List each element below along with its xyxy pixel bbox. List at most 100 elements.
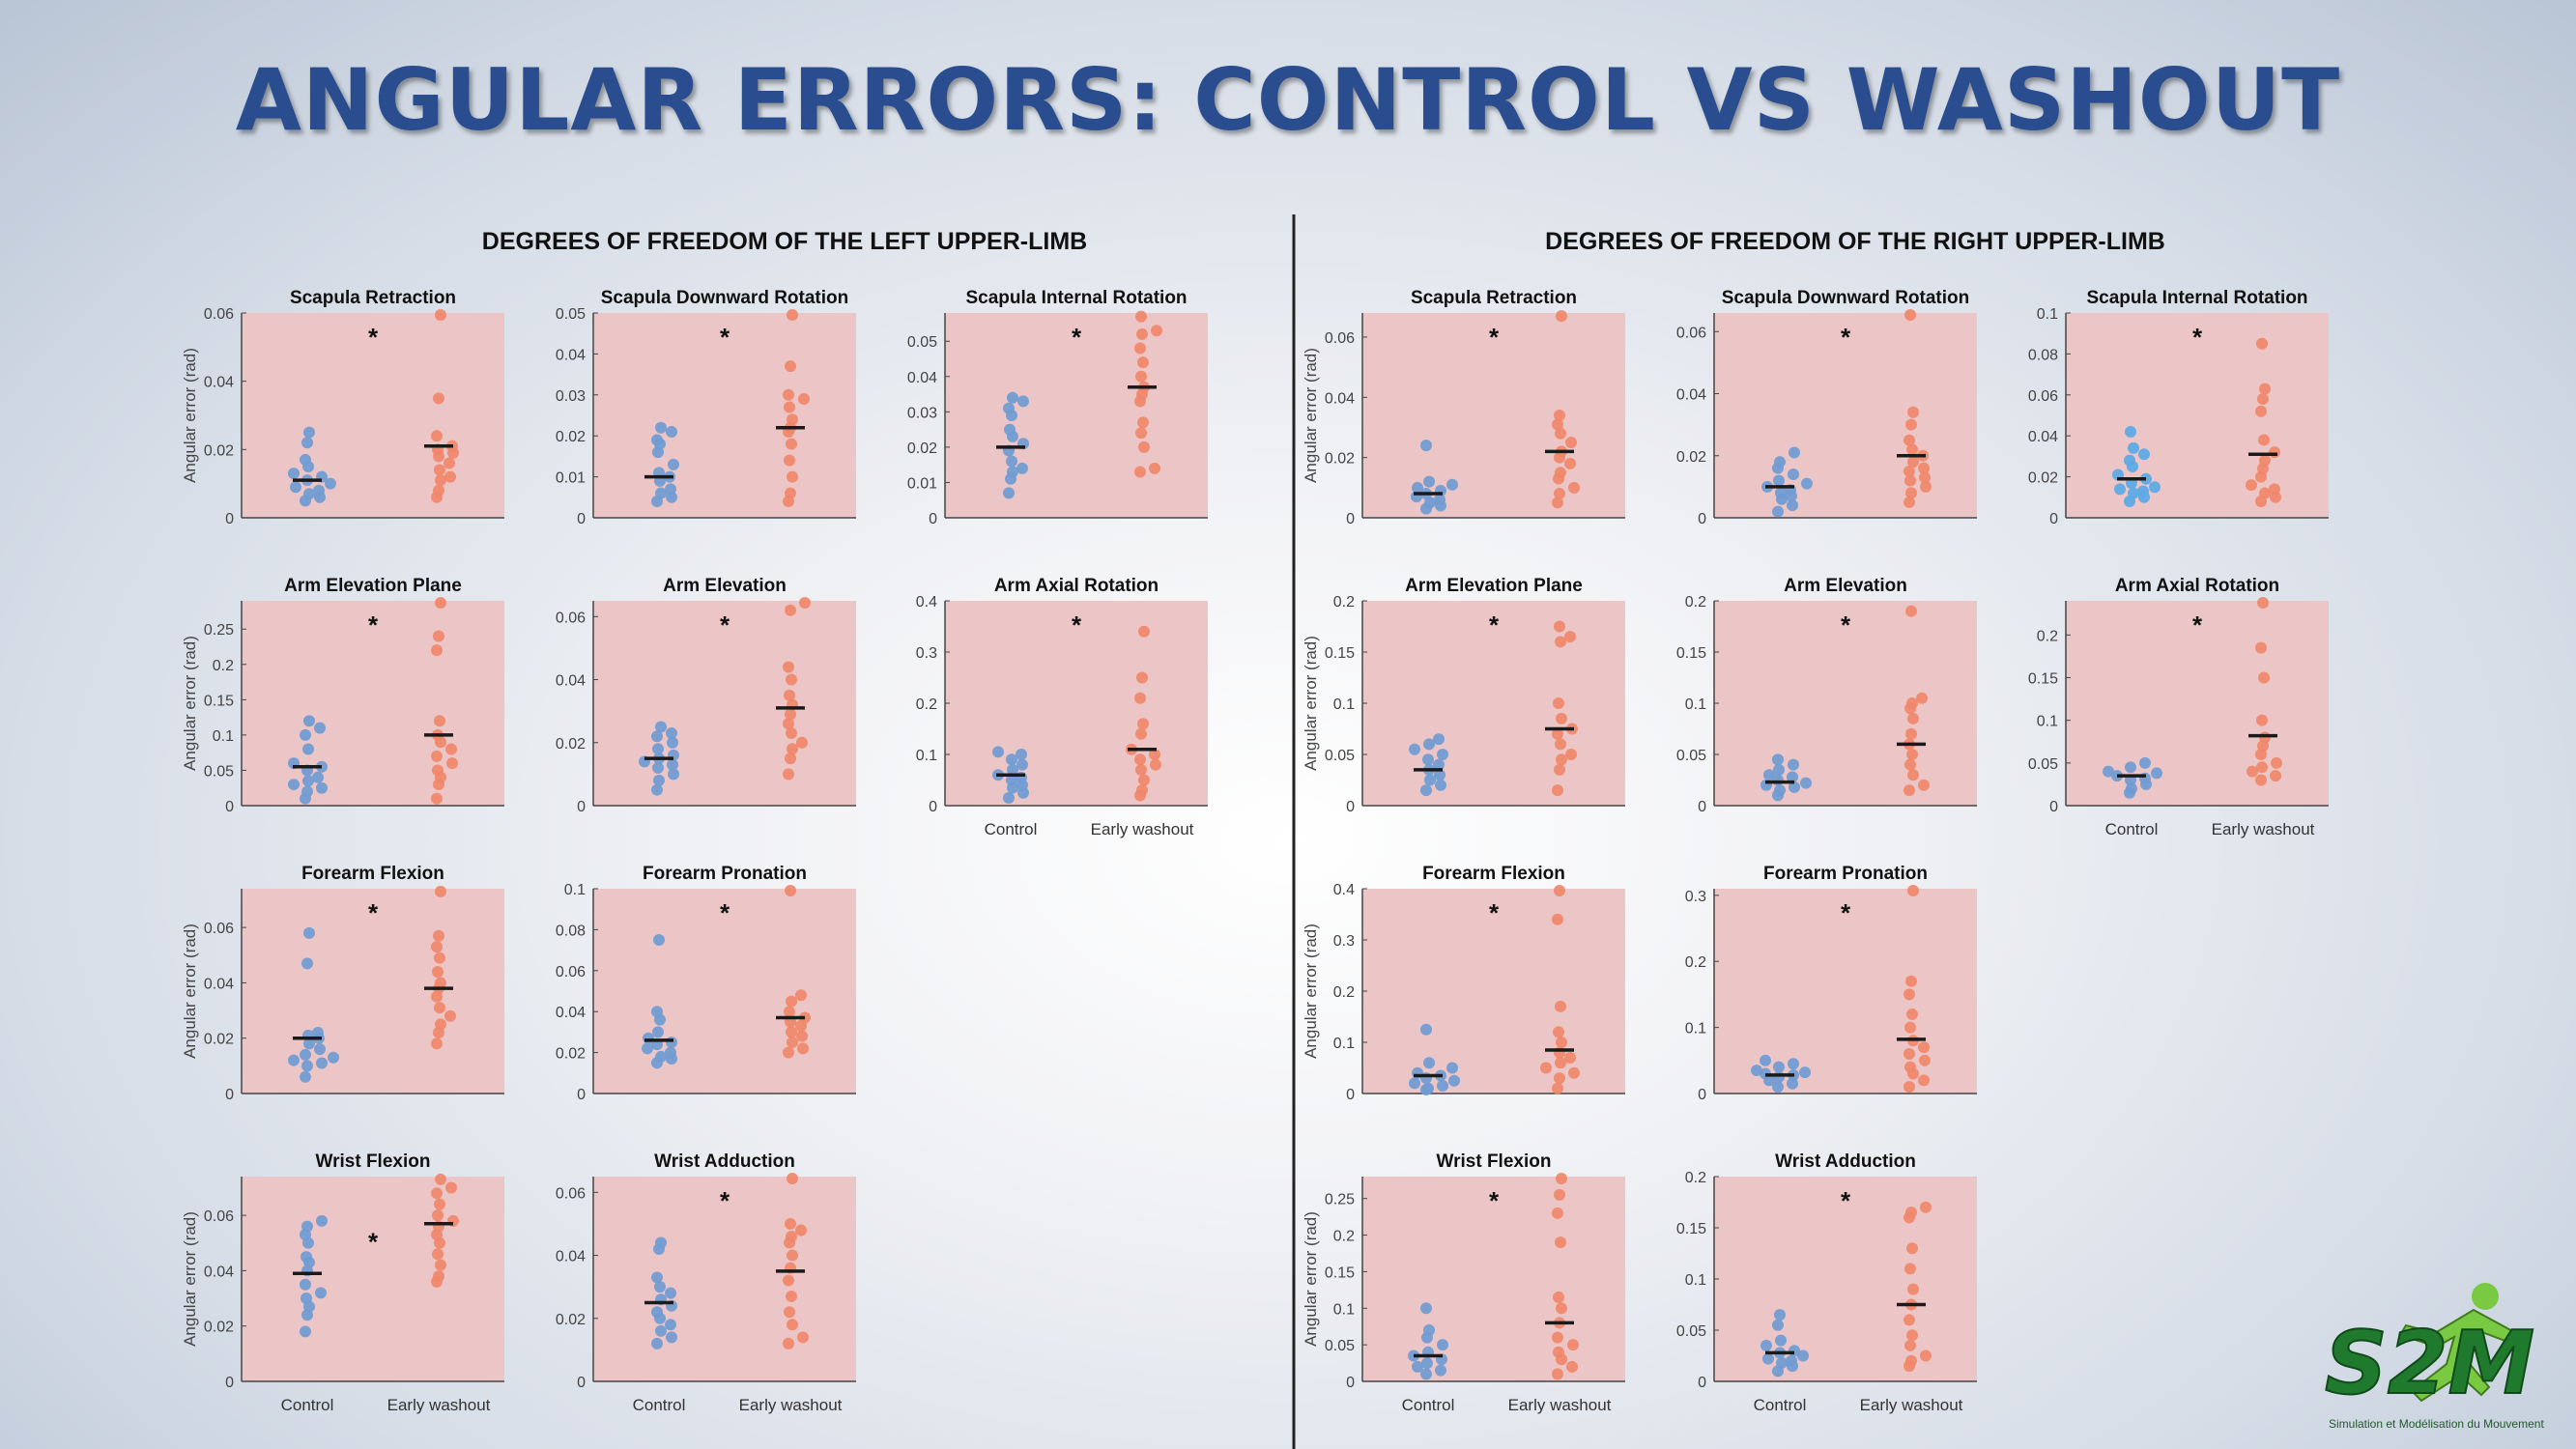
- washout-point: [1134, 753, 1146, 766]
- y-tick-label: 0.05: [1325, 1338, 1355, 1354]
- panel-background: [593, 1177, 856, 1381]
- panel-title: Arm Axial Rotation: [2115, 576, 2279, 596]
- control-point: [2114, 483, 2126, 496]
- control-point: [1762, 1352, 1774, 1365]
- control-point: [290, 481, 301, 494]
- panel-background: [1362, 1177, 1625, 1381]
- significance-star: *: [1841, 611, 1851, 639]
- washout-point: [1920, 1201, 1932, 1213]
- y-tick-label: 0.04: [2028, 429, 2058, 445]
- washout-point: [1907, 885, 1919, 896]
- panel-right-8: Forearm Pronation 0 0.1 0.2 0.3 *: [1685, 864, 1977, 1103]
- control-point: [1774, 456, 1786, 469]
- y-tick-label: 0.08: [2028, 347, 2058, 363]
- y-tick-label: 0.05: [1676, 748, 1706, 764]
- control-point: [1773, 1061, 1785, 1073]
- control-point: [1017, 395, 1029, 408]
- washout-point: [1552, 418, 1563, 431]
- washout-point: [1553, 697, 1564, 709]
- control-point: [301, 957, 313, 970]
- control-point: [1801, 477, 1813, 490]
- control-point: [1774, 784, 1786, 797]
- significance-star: *: [1489, 898, 1500, 927]
- washout-point: [431, 750, 443, 762]
- washout-point: [1137, 356, 1149, 369]
- control-point: [1437, 749, 1448, 760]
- washout-point: [1552, 1331, 1563, 1344]
- washout-point: [434, 715, 445, 727]
- control-point: [301, 1060, 313, 1072]
- washout-point: [785, 1217, 796, 1230]
- y-tick-label: 0: [2049, 511, 2058, 527]
- control-point: [654, 1281, 666, 1293]
- y-tick-label: 0.1: [1685, 696, 1706, 713]
- control-point: [1016, 758, 1028, 771]
- x-tick-label: Control: [1402, 1396, 1455, 1414]
- washout-point: [2270, 770, 2281, 782]
- y-tick-label: 0: [225, 1087, 234, 1103]
- washout-point: [1150, 758, 1161, 771]
- control-point: [301, 1220, 313, 1233]
- washout-point: [431, 792, 443, 805]
- washout-point: [786, 673, 797, 686]
- washout-point: [2257, 597, 2269, 609]
- control-point: [1788, 1058, 1799, 1070]
- significance-star: *: [2192, 323, 2203, 352]
- group-title: DEGREES OF FREEDOM OF THE RIGHT UPPER-LI…: [1545, 228, 2165, 255]
- control-point: [1420, 1023, 1432, 1036]
- washout-point: [1918, 1074, 1930, 1087]
- washout-point: [786, 1290, 797, 1302]
- washout-point: [432, 965, 444, 978]
- washout-point: [1919, 471, 1931, 484]
- panel-title: Arm Elevation: [663, 576, 787, 596]
- control-point: [1007, 466, 1018, 478]
- washout-point: [434, 1198, 445, 1210]
- control-point: [303, 488, 315, 500]
- panel-background: [1714, 313, 1977, 518]
- washout-point: [1907, 769, 1919, 781]
- washout-point: [1906, 697, 1918, 709]
- washout-point: [1564, 1051, 1576, 1064]
- control-point: [1763, 769, 1775, 781]
- panel-background: [945, 313, 1208, 518]
- washout-point: [1555, 427, 1566, 440]
- control-point: [651, 730, 663, 743]
- washout-point: [787, 743, 798, 755]
- y-tick-label: 0: [929, 799, 937, 815]
- y-tick-label: 0.2: [1685, 594, 1706, 611]
- control-point: [301, 785, 313, 798]
- control-point: [312, 1026, 324, 1038]
- x-tick-label: Early washout: [387, 1396, 491, 1414]
- washout-point: [783, 388, 794, 401]
- washout-point: [785, 360, 796, 373]
- washout-point: [1904, 1339, 1916, 1351]
- washout-point: [785, 885, 796, 896]
- panel-background: [1362, 889, 1625, 1094]
- washout-point: [1555, 1057, 1566, 1069]
- washout-point: [435, 885, 446, 897]
- control-point: [1787, 1077, 1798, 1090]
- washout-point: [1138, 440, 1150, 453]
- control-point: [1433, 733, 1445, 746]
- control-point: [652, 761, 664, 774]
- washout-point: [1552, 1207, 1563, 1219]
- x-tick-label: Early washout: [2212, 820, 2315, 838]
- y-tick-label: 0.03: [556, 388, 586, 405]
- control-point: [1773, 763, 1785, 776]
- control-point: [2128, 487, 2139, 499]
- control-point: [2138, 448, 2150, 461]
- y-tick-label: 0.1: [2037, 714, 2058, 730]
- washout-point: [1564, 457, 1576, 469]
- panel-title: Scapula Retraction: [1411, 288, 1577, 308]
- washout-point: [1906, 1008, 1918, 1020]
- control-point: [1789, 1345, 1800, 1357]
- washout-point: [1138, 774, 1150, 786]
- washout-point: [1903, 434, 1915, 446]
- significance-star: *: [720, 611, 730, 639]
- control-point: [666, 1331, 677, 1344]
- y-tick-label: 0: [1698, 1375, 1706, 1391]
- control-point: [1003, 792, 1015, 805]
- washout-point: [1903, 1081, 1915, 1094]
- washout-point: [1151, 325, 1162, 337]
- washout-point: [1554, 620, 1565, 633]
